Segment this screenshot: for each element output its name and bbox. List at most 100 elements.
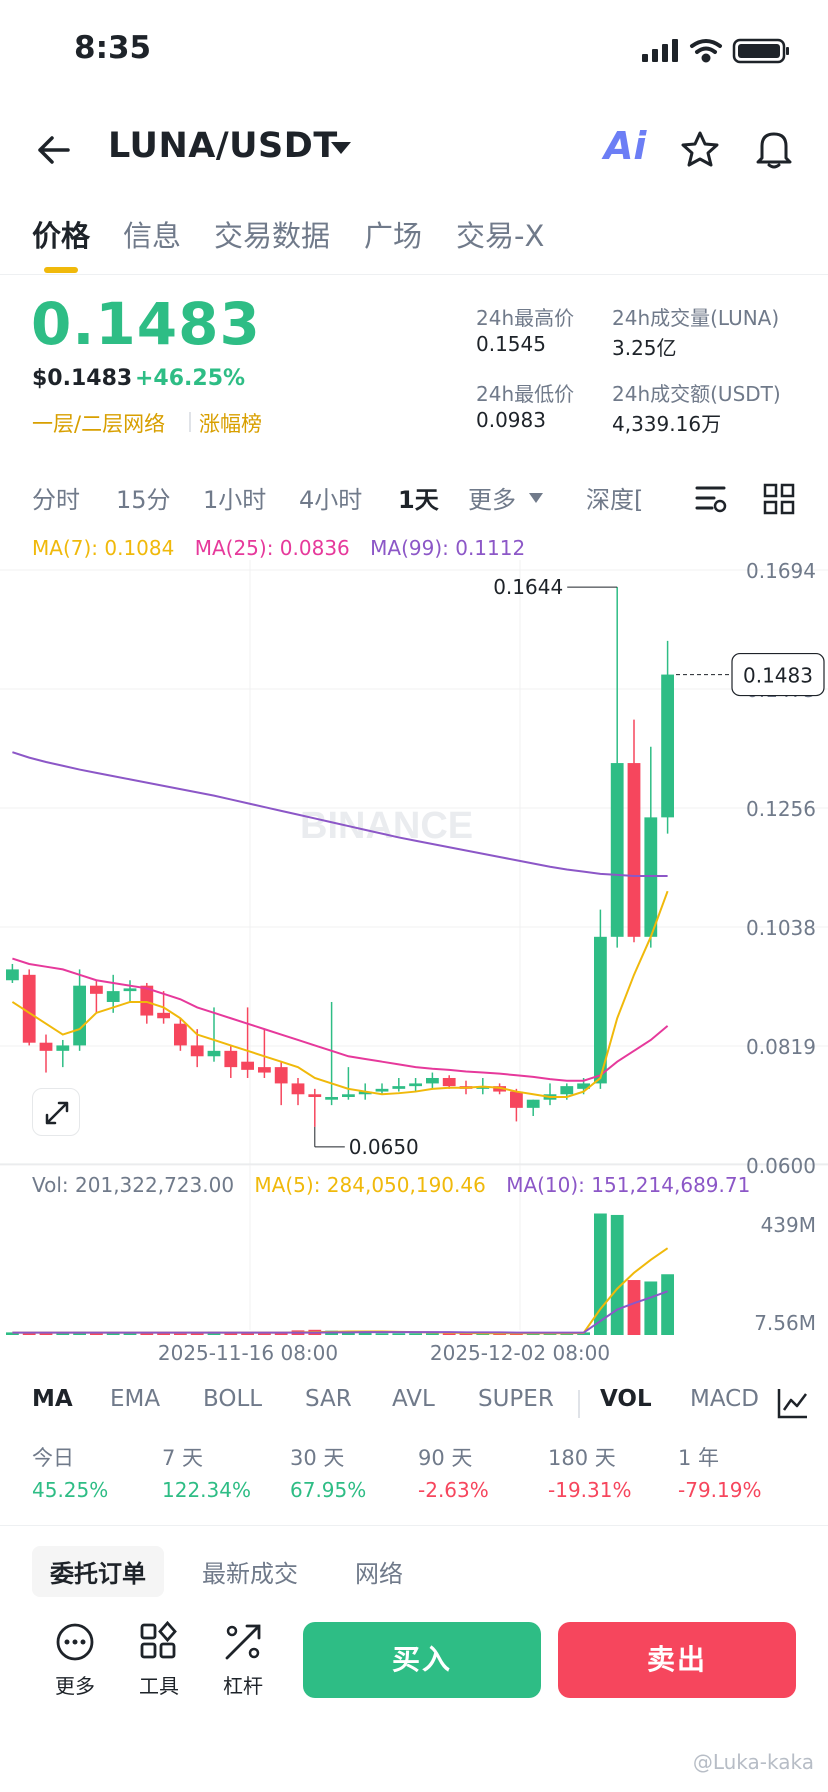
candle-body: [274, 1067, 288, 1084]
leverage-icon: [225, 1624, 261, 1660]
main-tabs: 价格 信息 交易数据 广场 交易-X: [0, 205, 828, 275]
tab-open-orders[interactable]: 委托订单: [32, 1546, 164, 1597]
volume-bar: [6, 1332, 19, 1335]
interval-4h[interactable]: 4小时: [299, 486, 363, 514]
dropdown-caret-icon[interactable]: [330, 140, 352, 156]
volume-bar: [644, 1281, 658, 1335]
candle-body: [526, 1099, 540, 1108]
candle-body: [174, 1023, 187, 1046]
indicator-avl[interactable]: AVL: [392, 1386, 435, 1412]
candle-body: [409, 1083, 422, 1087]
tab-price[interactable]: 价格: [32, 219, 91, 253]
interval-1h[interactable]: 1小时: [203, 486, 267, 514]
candle-body: [207, 1050, 221, 1057]
star-icon[interactable]: [680, 130, 720, 170]
tag-gainers[interactable]: 涨幅榜: [199, 412, 262, 436]
interval-15m[interactable]: 15分: [116, 486, 171, 514]
last-price: 0.1483: [31, 290, 261, 358]
volume-bar: [426, 1333, 439, 1335]
credit-watermark: @Luka-kaka: [692, 1750, 814, 1774]
indicator-super[interactable]: SUPER: [478, 1386, 554, 1412]
more-tool-label: 更多: [55, 1674, 95, 1698]
more-tool[interactable]: 更多: [40, 1620, 110, 1699]
interval-depth[interactable]: 深度[: [586, 486, 644, 514]
volume-bar: [274, 1332, 288, 1335]
volume-bar: [543, 1333, 557, 1335]
current-price-label: 0.1483: [743, 664, 813, 688]
indicator-vol[interactable]: VOL: [600, 1386, 652, 1412]
candle-body: [258, 1067, 271, 1073]
binance-watermark: BINANCE: [300, 805, 473, 847]
wifi-icon: [690, 39, 722, 63]
volume-bar: [258, 1333, 271, 1335]
candles: [6, 587, 674, 1127]
indicator-ema[interactable]: EMA: [110, 1386, 161, 1412]
ai-icon[interactable]: Ai: [604, 124, 647, 168]
interval-selector: 分时 15分 1小时 4小时 1天 更多 深度[: [0, 470, 828, 528]
indicator-ma[interactable]: MA: [32, 1386, 73, 1412]
tag-layer-network[interactable]: 一层/二层网络: [32, 412, 166, 436]
perf-label-30d: 30 天: [290, 1446, 345, 1470]
amount-value: 4,339.16万: [612, 412, 722, 436]
indicator-chart-icon[interactable]: [776, 1386, 810, 1420]
candle-body: [241, 1061, 254, 1070]
bell-icon[interactable]: [754, 128, 794, 170]
status-time: 8:35: [74, 30, 152, 66]
perf-value-180d: -19.31%: [548, 1478, 632, 1502]
price-change: +46.25%: [135, 366, 246, 391]
tab-square[interactable]: 广场: [364, 219, 423, 253]
volume-bar: [106, 1333, 120, 1335]
volume-bar: [157, 1333, 170, 1335]
indicator-boll[interactable]: BOLL: [203, 1386, 263, 1412]
candle-body: [577, 1083, 590, 1089]
grid-layout-icon[interactable]: [762, 482, 796, 516]
tab-info[interactable]: 信息: [123, 219, 182, 253]
candle-body: [644, 817, 658, 937]
y-tick-label: 0.1694: [746, 559, 816, 583]
more-caret-icon[interactable]: [528, 492, 544, 504]
volume-bar: [90, 1332, 103, 1335]
sell-button[interactable]: 卖出: [558, 1622, 796, 1698]
interval-timeline[interactable]: 分时: [32, 486, 80, 514]
back-arrow-icon[interactable]: [34, 130, 74, 170]
amount-label: 24h成交额(USDT): [612, 382, 781, 406]
header: LUNA/USDT Ai: [0, 110, 828, 186]
max-price-label: 0.1644: [493, 575, 563, 599]
leverage-tool[interactable]: 杠杆: [208, 1620, 278, 1699]
volume-tick-label: 7.56M: [754, 1311, 816, 1335]
ma25-legend: MA(25): 0.0836: [194, 536, 350, 560]
interval-more[interactable]: 更多: [468, 486, 516, 514]
tab-trade-x[interactable]: 交易-X: [456, 219, 545, 253]
indicator-sar[interactable]: SAR: [305, 1386, 352, 1412]
indicator-macd[interactable]: MACD: [690, 1386, 758, 1412]
candle-body: [73, 985, 86, 1046]
volume-bar: [241, 1332, 254, 1335]
candle-body: [493, 1086, 506, 1092]
buy-button[interactable]: 买入: [303, 1622, 541, 1698]
interval-1d[interactable]: 1天: [398, 486, 439, 514]
volume-bar: [140, 1332, 154, 1335]
tab-trading-data[interactable]: 交易数据: [214, 219, 331, 253]
tab-network[interactable]: 网络: [355, 1560, 403, 1588]
perf-label-180d: 180 天: [548, 1446, 616, 1470]
candle-body: [442, 1077, 456, 1087]
candle-body: [325, 1096, 338, 1100]
price-chart[interactable]: BINANCE 0.16940.14750.12560.10380.08190.…: [0, 520, 828, 1370]
candle-body: [594, 936, 607, 1084]
tab-latest-trades[interactable]: 最新成交: [202, 1560, 298, 1588]
ma25-line: [12, 957, 669, 1082]
pair-title[interactable]: LUNA/USDT: [108, 126, 338, 166]
chart-annotations: 0.1644 0.0650 0.1483: [314, 575, 825, 1159]
tools-tool[interactable]: 工具: [124, 1620, 194, 1699]
fullscreen-button[interactable]: [32, 1088, 80, 1136]
action-bar: 更多 工具 杠杆 买入 卖出: [0, 1600, 828, 1710]
perf-value-today: 45.25%: [32, 1478, 109, 1502]
volume-tick-label: 439M: [761, 1213, 816, 1237]
candle-body: [6, 969, 19, 981]
candle-body: [39, 1042, 53, 1051]
perf-label-today: 今日: [32, 1446, 74, 1470]
candle-body: [56, 1045, 70, 1051]
chart-settings-icon[interactable]: [694, 482, 728, 516]
price-usd: $0.1483: [32, 366, 133, 391]
